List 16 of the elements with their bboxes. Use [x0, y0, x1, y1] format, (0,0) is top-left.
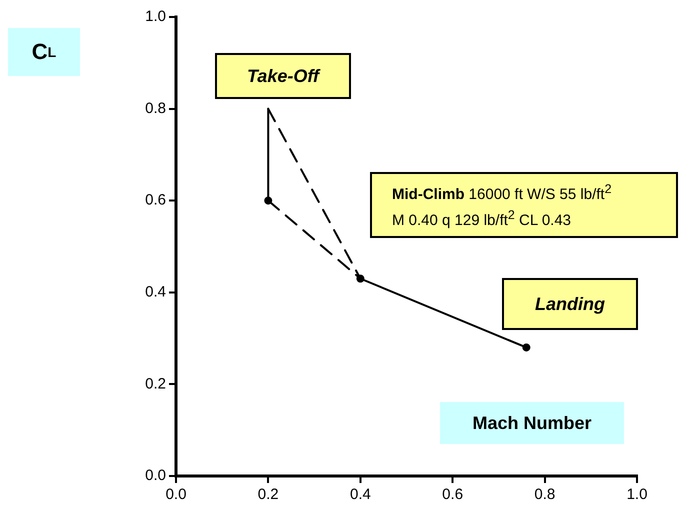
label-box: Take-Off	[215, 53, 351, 99]
y-tick-label: 0.6	[145, 192, 166, 209]
y-tick-label: 0.4	[145, 284, 166, 301]
x-tick-label: 1.0	[626, 486, 648, 504]
y-tick-label: 1.0	[145, 8, 166, 26]
x-tick-label: 0.6	[442, 486, 464, 504]
x-tick-label: 0.4	[350, 486, 371, 504]
y-tick-label: 0.8	[145, 100, 166, 117]
label-box: Landing	[502, 278, 638, 330]
x-tick-label: 0.0	[166, 486, 186, 504]
y-tick-label: 0.2	[145, 375, 166, 392]
x-tick-label: 0.8	[534, 486, 556, 504]
label-box: Mach Number	[440, 402, 624, 444]
y-tick-label: 0.0	[145, 467, 166, 484]
label-box: Mid-Climb 16000 ft W/S 55 lb/ft$^{2}$ M 0.40 q 129 lb/ft$^{2}$ CL 0.43	[370, 172, 678, 238]
x-tick-label: 0.2	[258, 486, 279, 504]
